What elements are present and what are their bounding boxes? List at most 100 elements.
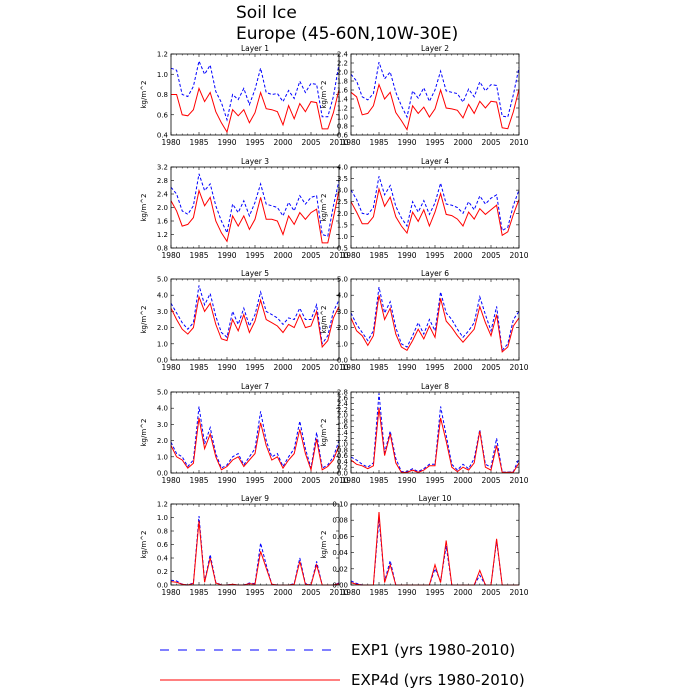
panel-title: Layer 9: [241, 494, 269, 503]
x-tick-label: 2010: [329, 476, 348, 485]
panel-layer-4: Layer 4 kg/m^2 0.5 1.0 1.5 2.0 2.5 3.0 3.5 4.0 198…: [320, 157, 529, 260]
y-tick-label: 2.2: [337, 60, 348, 68]
y-tick-label: 0.5: [337, 245, 348, 253]
x-tick-label: 1995: [245, 476, 264, 485]
y-tick-label: 1.2: [337, 105, 348, 113]
y-tick-label: 1.6: [337, 423, 349, 431]
y-tick-label: 0.04: [332, 549, 348, 557]
y-tick-label: 0.0: [157, 470, 168, 478]
panel-layer-9: Layer 9 kg/m^2 0.0 0.2 0.4 0.6 0.8 1.0 1.2 1980 19…: [140, 494, 349, 597]
y-tick-label: 1.6: [157, 218, 169, 226]
y-tick-label: 3.0: [157, 308, 168, 316]
y-tick-label: 1.0: [157, 453, 168, 461]
x-tick-label: 2005: [301, 251, 320, 260]
legend-label-exp1: EXP1 (yrs 1980-2010): [351, 641, 515, 659]
x-tick-label: 2010: [509, 588, 528, 597]
x-tick-label: 1990: [397, 251, 416, 260]
series-line-exp4d: [350, 407, 520, 473]
y-tick-label: 0.6: [157, 541, 169, 549]
x-tick-label: 1995: [425, 251, 444, 260]
x-tick-label: 1985: [369, 251, 388, 260]
panel-frame: [170, 503, 340, 586]
x-tick-label: 1995: [245, 138, 264, 147]
panel-layer-6: Layer 6 kg/m^2 0.0 1.0 2.0 3.0 4.0 5.0 1980 1985 1…: [320, 269, 529, 372]
x-tick-label: 2005: [301, 476, 320, 485]
y-tick-label: 1.0: [157, 71, 168, 79]
y-axis-label: kg/m^2: [140, 194, 148, 222]
y-tick-label: 1.2: [337, 435, 348, 443]
panel-title: Layer 8: [421, 382, 449, 391]
series-line-exp4d: [350, 187, 520, 237]
y-tick-label: 0.0: [157, 357, 168, 365]
x-tick-label: 1985: [189, 138, 208, 147]
series-line-exp1: [350, 176, 520, 232]
panel-title: Layer 6: [421, 269, 449, 278]
panel-title: Layer 10: [419, 494, 452, 503]
x-tick-label: 1985: [369, 476, 388, 485]
x-tick-label: 2000: [273, 363, 292, 372]
series-line-exp1: [170, 285, 340, 346]
x-tick-label: 2010: [509, 138, 528, 147]
y-axis-label: kg/m^2: [140, 306, 148, 334]
y-tick-label: 2.0: [337, 210, 348, 218]
x-tick-label: 1995: [245, 363, 264, 372]
x-tick-label: 1980: [341, 476, 360, 485]
y-tick-label: 0.10: [332, 501, 348, 509]
x-tick-label: 1985: [189, 588, 208, 597]
y-tick-label: 4.0: [337, 164, 348, 172]
panel-title: Layer 5: [241, 269, 269, 278]
y-tick-label: 0.8: [337, 446, 348, 454]
y-axis-label: kg/m^2: [320, 194, 328, 222]
y-tick-label: 2.4: [337, 51, 349, 59]
x-tick-label: 1995: [425, 363, 444, 372]
y-tick-label: 1.8: [337, 78, 348, 86]
y-tick-label: 2.4: [337, 400, 349, 408]
x-tick-label: 1995: [425, 138, 444, 147]
y-tick-label: 1.0: [157, 514, 168, 522]
x-tick-label: 2000: [453, 251, 472, 260]
y-tick-label: 1.0: [337, 114, 348, 122]
y-tick-label: 1.0: [157, 340, 168, 348]
x-tick-label: 2005: [301, 588, 320, 597]
panel-frame: [350, 278, 520, 361]
y-tick-label: 4.0: [157, 292, 168, 300]
y-tick-label: 2.5: [337, 198, 348, 206]
x-tick-label: 2005: [481, 251, 500, 260]
x-tick-label: 2000: [453, 476, 472, 485]
x-tick-label: 2010: [329, 251, 348, 260]
x-tick-label: 2000: [453, 363, 472, 372]
panel-frame: [350, 391, 520, 474]
x-tick-label: 2005: [481, 363, 500, 372]
y-tick-label: 2.0: [337, 69, 348, 77]
x-tick-label: 2010: [509, 363, 528, 372]
x-tick-label: 1980: [161, 476, 180, 485]
y-tick-label: 1.5: [337, 221, 348, 229]
x-tick-label: 2010: [329, 588, 348, 597]
x-tick-label: 1980: [341, 363, 360, 372]
series-line-exp4d: [170, 417, 340, 472]
panel-frame: [350, 53, 520, 136]
y-tick-label: 2.0: [157, 324, 168, 332]
y-tick-label: 0.4: [157, 555, 169, 563]
x-tick-label: 2000: [273, 251, 292, 260]
panel-title: Layer 2: [421, 44, 449, 53]
y-tick-label: 3.5: [337, 175, 348, 183]
x-tick-label: 1985: [369, 138, 388, 147]
x-tick-label: 1995: [245, 588, 264, 597]
y-axis-label: kg/m^2: [320, 81, 328, 109]
series-line-exp4d: [170, 294, 340, 349]
figure-subtitle: Europe (45-60N,10W-30E): [236, 24, 458, 44]
y-tick-label: 3.2: [157, 164, 168, 172]
x-tick-label: 1980: [341, 138, 360, 147]
panel-layer-8: Layer 8 kg/m^2 0.00.20.40.60.81.01.21.41.6…: [320, 382, 529, 485]
y-tick-label: 5.0: [157, 276, 168, 284]
x-tick-label: 2005: [481, 138, 500, 147]
y-tick-label: 0.8: [337, 123, 348, 131]
y-tick-label: 2.6: [337, 394, 349, 402]
panel-layer-2: Layer 2 kg/m^2 0.60.81.01.21.41.61.82.02.2…: [320, 44, 529, 147]
y-tick-label: 2.8: [157, 177, 168, 185]
y-tick-label: 1.0: [337, 441, 348, 449]
y-tick-label: 0.6: [337, 132, 349, 140]
y-tick-label: 0.8: [157, 245, 168, 253]
